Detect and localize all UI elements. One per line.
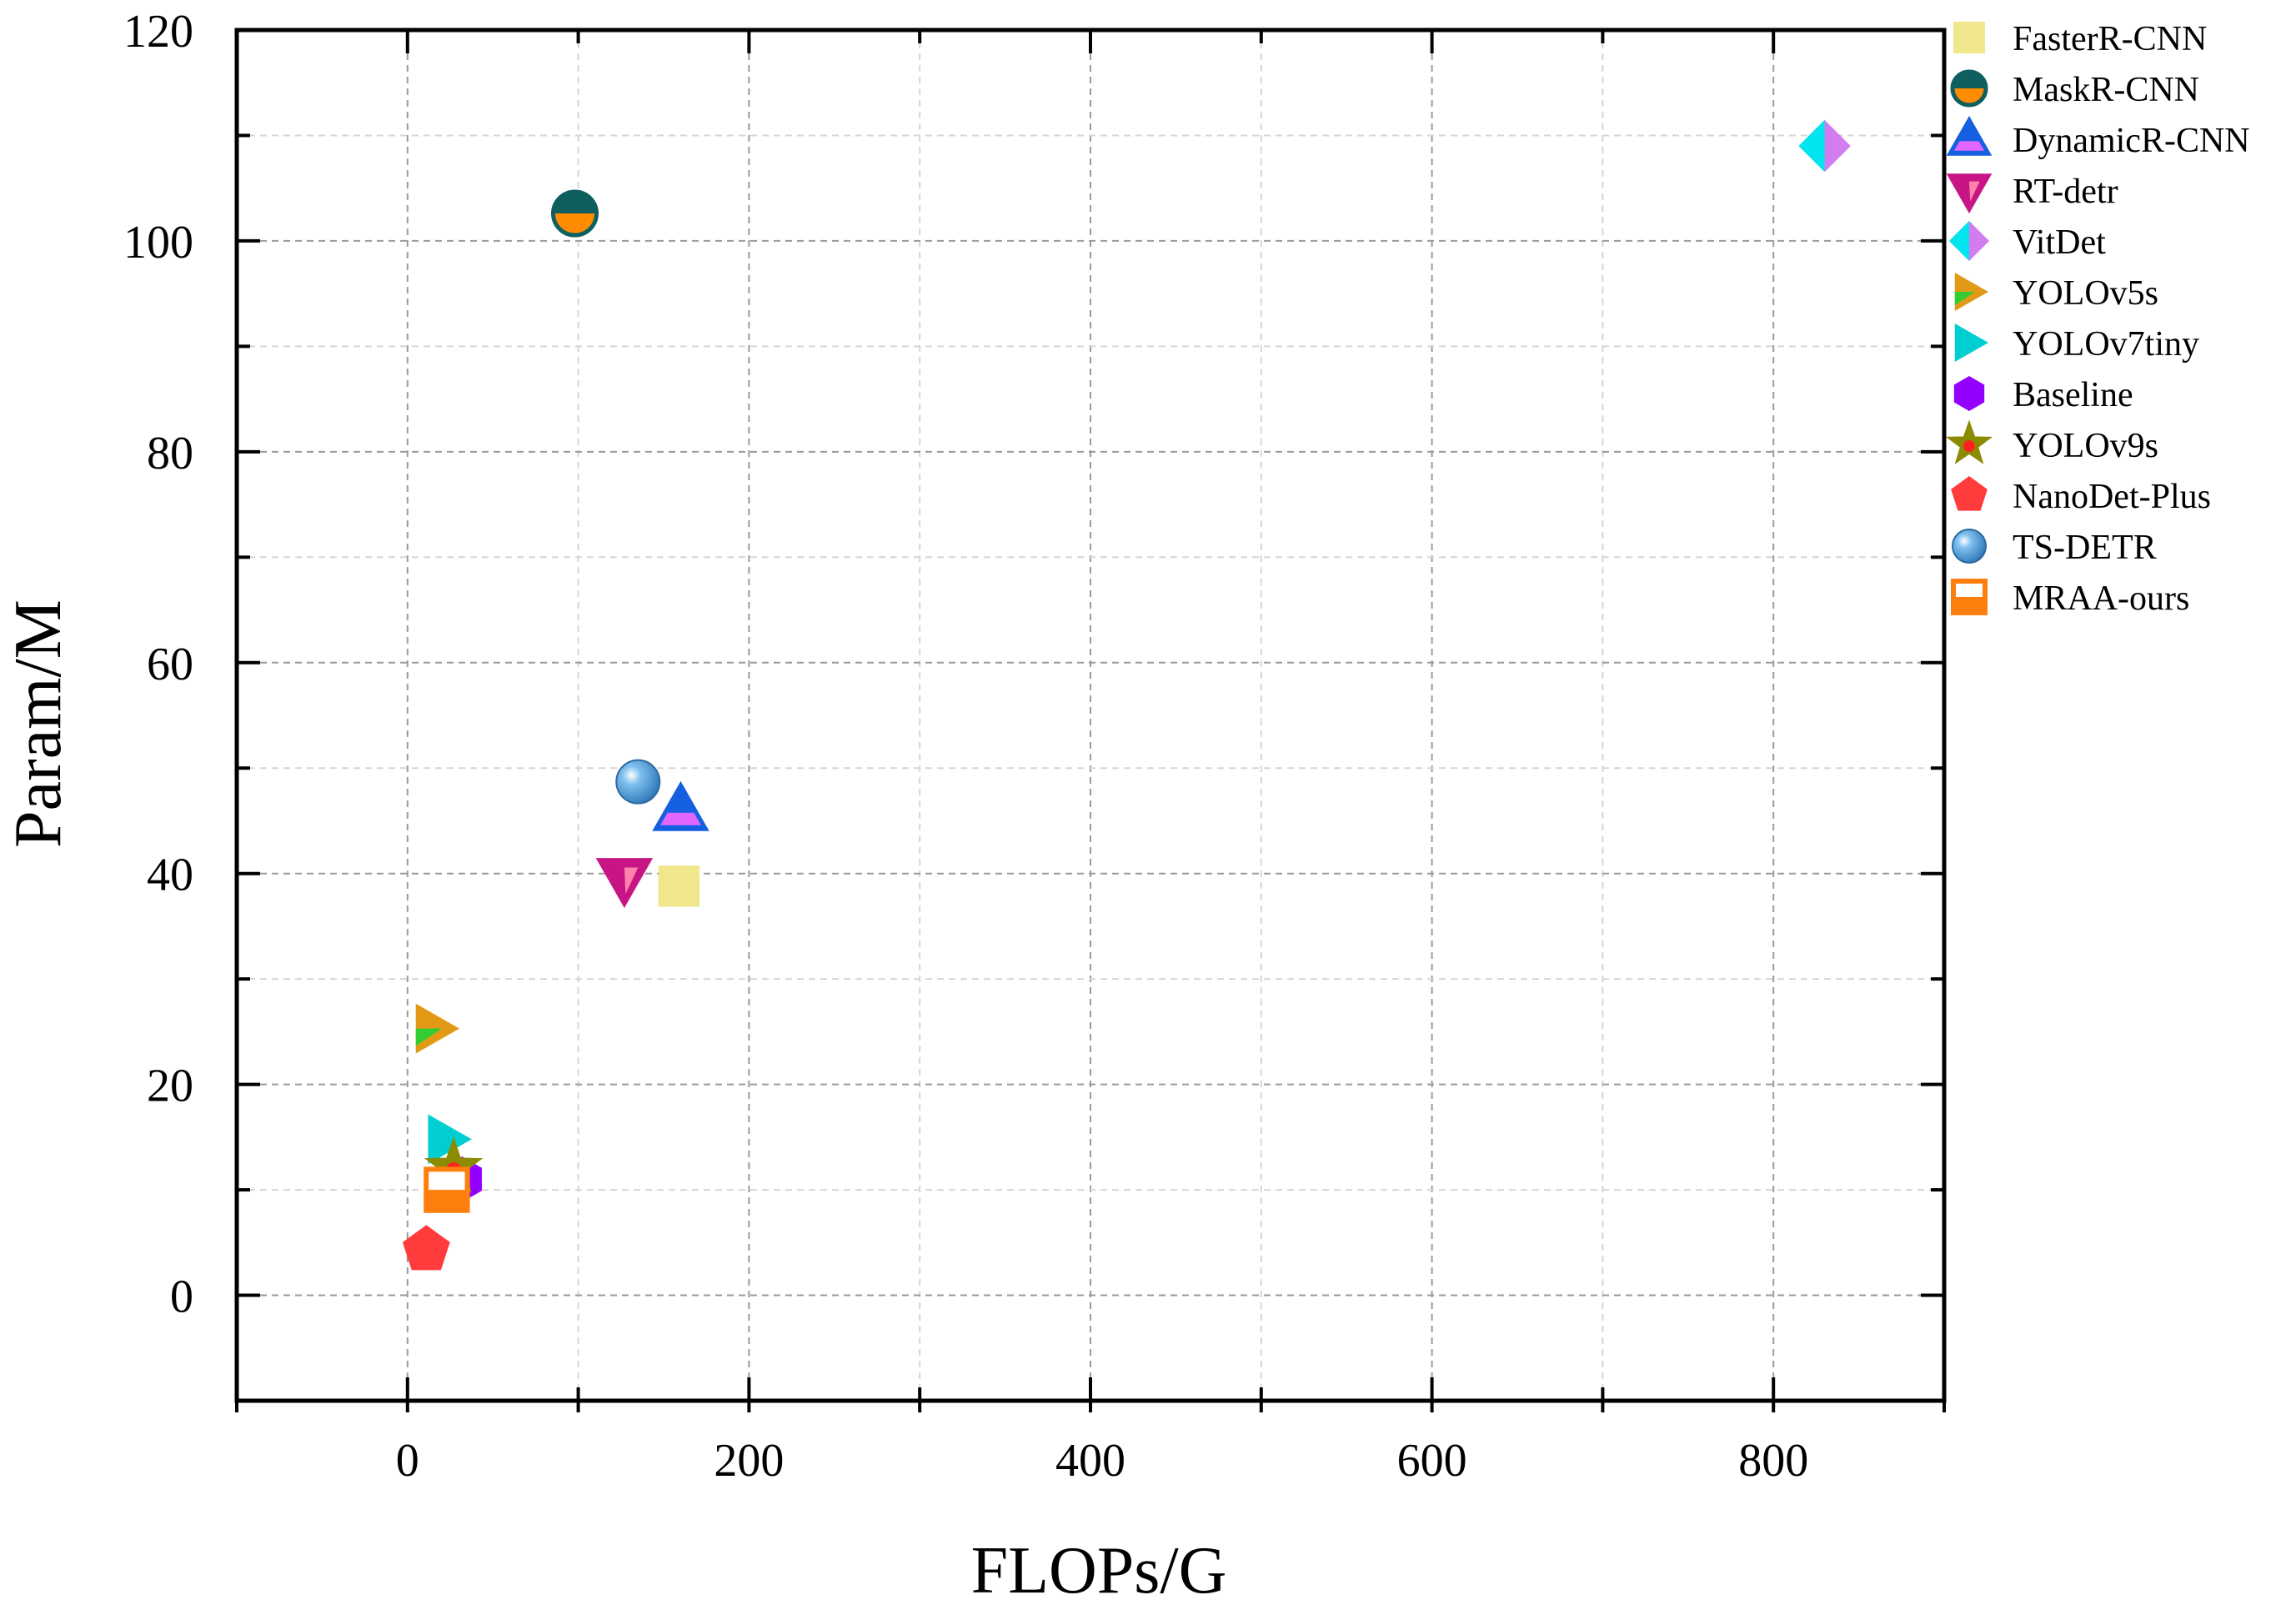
legend: FasterR-CNN MaskR-CNN DynamicR-CNN RT-detr V… — [1945, 20, 2250, 618]
legend-marker — [1954, 273, 1988, 311]
axis-ticks — [235, 28, 1946, 1412]
legend-label: MaskR-CNN — [2013, 71, 2199, 109]
x-tick-label: 800 — [1738, 1435, 1808, 1487]
y-tick-label: 20 — [147, 1061, 193, 1112]
legend-marker — [1945, 419, 1993, 464]
x-axis-title: FLOPs/G — [971, 1534, 1227, 1605]
plot-frame — [234, 28, 1947, 1403]
data-point — [424, 1166, 470, 1213]
data-point — [595, 858, 654, 908]
x-tick-label: 400 — [1055, 1435, 1125, 1487]
data-point — [551, 189, 599, 238]
legend-marker — [1954, 324, 1988, 362]
legend-marker — [1953, 376, 1985, 411]
legend-label: VitDet — [2013, 223, 2106, 262]
legend-label: DynamicR-CNN — [2013, 122, 2250, 160]
data-point — [428, 1114, 472, 1165]
data-point — [402, 1225, 450, 1271]
legend-marker — [1951, 476, 1988, 511]
legend-label: RT-detr — [2013, 173, 2118, 211]
data-point — [615, 759, 661, 805]
data-points — [402, 119, 1851, 1271]
y-tick-labels: 0 20 40 60 80 100 120 — [123, 6, 193, 1323]
legend-label: FasterR-CNN — [2013, 20, 2207, 58]
data-point — [652, 780, 709, 831]
x-tick-label: 200 — [714, 1435, 784, 1487]
legend-label: Baseline — [2013, 376, 2133, 414]
data-point — [415, 1003, 460, 1054]
y-tick-label: 0 — [170, 1271, 193, 1323]
y-tick-label: 100 — [123, 217, 193, 268]
legend-marker — [1953, 22, 1985, 53]
legend-label: MRAA-ours — [2013, 579, 2189, 618]
x-tick-label: 0 — [396, 1435, 419, 1487]
x-tick-label: 600 — [1397, 1435, 1467, 1487]
legend-marker — [1949, 221, 1989, 261]
y-tick-label: 80 — [147, 428, 193, 479]
legend-label: NanoDet-Plus — [2013, 478, 2211, 516]
x-tick-labels: 0 200 400 600 800 — [396, 1435, 1808, 1487]
legend-label: YOLOv7tiny — [2013, 325, 2199, 364]
legend-marker — [1946, 173, 1993, 214]
legend-marker — [1951, 579, 1988, 615]
plot-border — [234, 28, 1947, 1403]
y-tick-label: 40 — [147, 850, 193, 901]
data-point — [1798, 119, 1851, 173]
legend-marker — [1946, 115, 1993, 156]
y-tick-label: 60 — [147, 639, 193, 690]
grid-lines — [237, 30, 1944, 1401]
legend-marker — [1950, 69, 1988, 108]
data-point — [658, 865, 700, 907]
legend-label: TS-DETR — [2013, 529, 2157, 567]
y-tick-label: 120 — [123, 6, 193, 58]
legend-label: YOLOv5s — [2013, 274, 2158, 313]
legend-marker — [1952, 529, 1987, 564]
legend-label: YOLOv9s — [2013, 427, 2158, 465]
y-axis-title: Param/M — [2, 599, 75, 848]
